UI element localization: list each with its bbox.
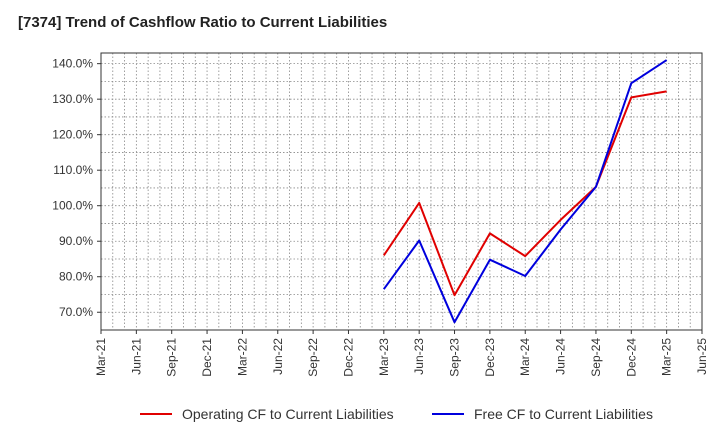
x-tick-label: Dec-21: [200, 338, 214, 377]
series-line-2: [382, 59, 668, 324]
y-axis: 70.0% 80.0% 90.0% 100.0% 110.0% 120.0% 130.0% 1…: [52, 57, 101, 319]
x-tick-label: Dec-23: [483, 338, 497, 377]
x-tick-label: Jun-24: [554, 338, 568, 375]
x-tick-label: Sep-22: [306, 338, 320, 377]
y-tick-label: 70.0%: [59, 305, 93, 319]
x-tick-label: Jun-21: [129, 338, 143, 375]
chart-title: [7374] Trend of Cashflow Ratio to Curren…: [18, 14, 388, 31]
series-line-1: [382, 90, 667, 297]
y-tick-label: 90.0%: [59, 234, 93, 248]
x-tick-label: Mar-24: [518, 338, 532, 376]
x-tick-label: Jun-23: [412, 338, 426, 375]
x-tick-label: Sep-24: [589, 338, 603, 377]
grid: [100, 53, 703, 331]
x-tick-label: Mar-25: [660, 338, 674, 376]
plot-frame: [100, 52, 703, 331]
legend: Operating CF to Current Liabilities Free …: [140, 406, 653, 422]
y-tick-label: 130.0%: [52, 92, 93, 106]
y-tick-label: 110.0%: [53, 163, 93, 177]
x-tick-label: Dec-22: [341, 338, 355, 377]
y-tick-label: 120.0%: [52, 128, 93, 142]
x-tick-label: Mar-21: [94, 338, 108, 376]
x-tick-label: Jun-25: [695, 338, 709, 375]
x-tick-label: Sep-23: [448, 338, 462, 377]
y-tick-label: 100.0%: [52, 199, 93, 213]
x-tick-label: Jun-22: [271, 338, 285, 375]
series-lines: [382, 59, 668, 324]
legend-label-1: Operating CF to Current Liabilities: [182, 406, 394, 422]
x-tick-label: Mar-22: [235, 338, 249, 376]
x-tick-label: Sep-21: [165, 338, 179, 377]
y-tick-label: 140.0%: [52, 57, 93, 71]
y-tick-label: 80.0%: [59, 270, 93, 284]
x-tick-label: Mar-23: [377, 338, 391, 376]
legend-label-2: Free CF to Current Liabilities: [474, 406, 653, 422]
x-tick-label: Dec-24: [624, 338, 638, 377]
x-axis: Mar-21 Jun-21 Sep-21 Dec-21 Mar-22 Jun-22 Sep-…: [94, 330, 709, 377]
